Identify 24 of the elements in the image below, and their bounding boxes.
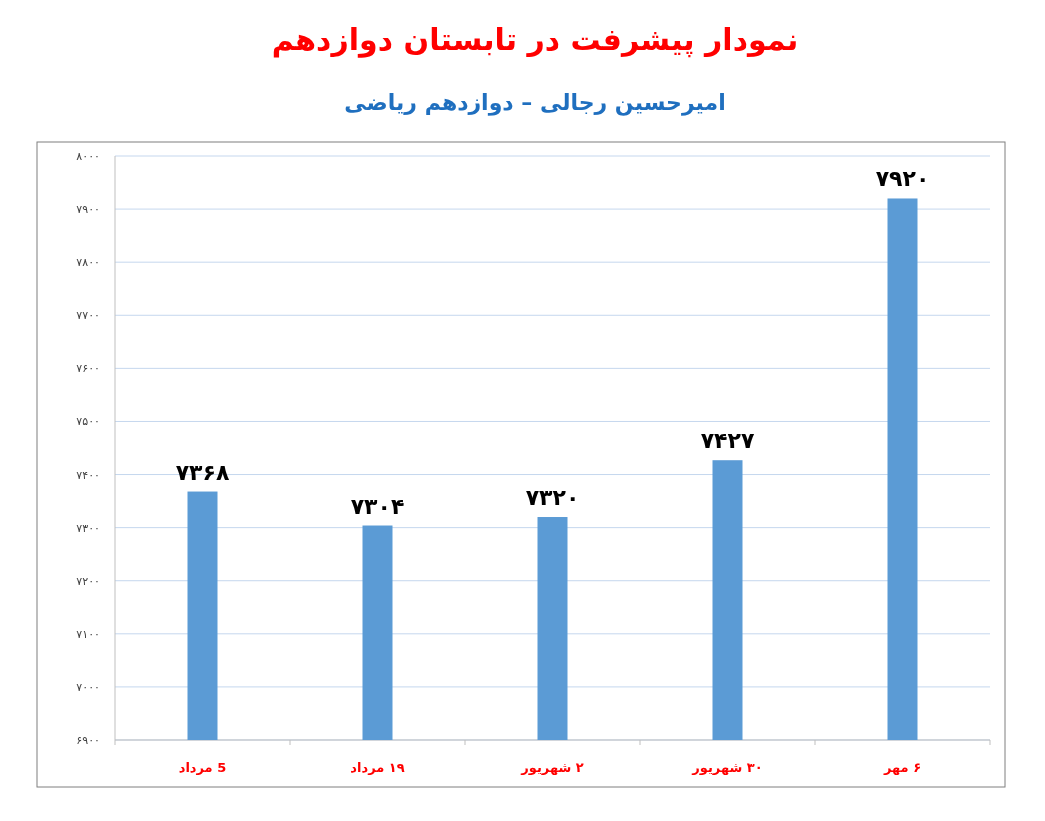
x-tick-label: 5 مرداد (178, 760, 227, 775)
y-tick-label: ۷۹۰۰ (76, 203, 100, 217)
x-tick-label: ۶ مهر (882, 760, 922, 775)
chart-title: نمودار پیشرفت در تابستان دوازدهم (271, 22, 799, 58)
data-label: ۷۴۲۷ (700, 428, 755, 454)
chart-subtitle: امیرحسین رجالی – دوازدهم ریاضی (344, 90, 726, 116)
x-tick-label: ۳۰ شهریور (691, 760, 763, 775)
y-tick-label: ۷۴۰۰ (76, 468, 100, 482)
y-tick-label: ۸۰۰۰ (76, 150, 100, 163)
data-label: ۷۳۲۰ (525, 485, 580, 511)
y-tick-label: ۷۱۰۰ (76, 627, 100, 641)
x-tick-label: ۱۹ مرداد (350, 760, 405, 775)
y-tick-label: ۷۵۰۰ (76, 415, 100, 429)
y-tick-label: ۷۳۰۰ (76, 521, 100, 535)
y-tick-label: ۷۶۰۰ (76, 362, 100, 376)
y-tick-label: ۷۰۰۰ (76, 680, 100, 694)
data-label: ۷۳۰۴ (350, 493, 405, 519)
data-label: ۷۹۲۰ (875, 166, 930, 192)
y-tick-label: ۷۸۰۰ (76, 256, 100, 270)
data-label: ۷۳۶۸ (175, 459, 230, 485)
x-tick-label: ۲ شهریور (520, 760, 584, 775)
y-tick-label: ۶۹۰۰ (76, 734, 100, 747)
y-tick-label: ۷۲۰۰ (76, 574, 100, 588)
y-tick-label: ۷۷۰۰ (76, 309, 100, 323)
